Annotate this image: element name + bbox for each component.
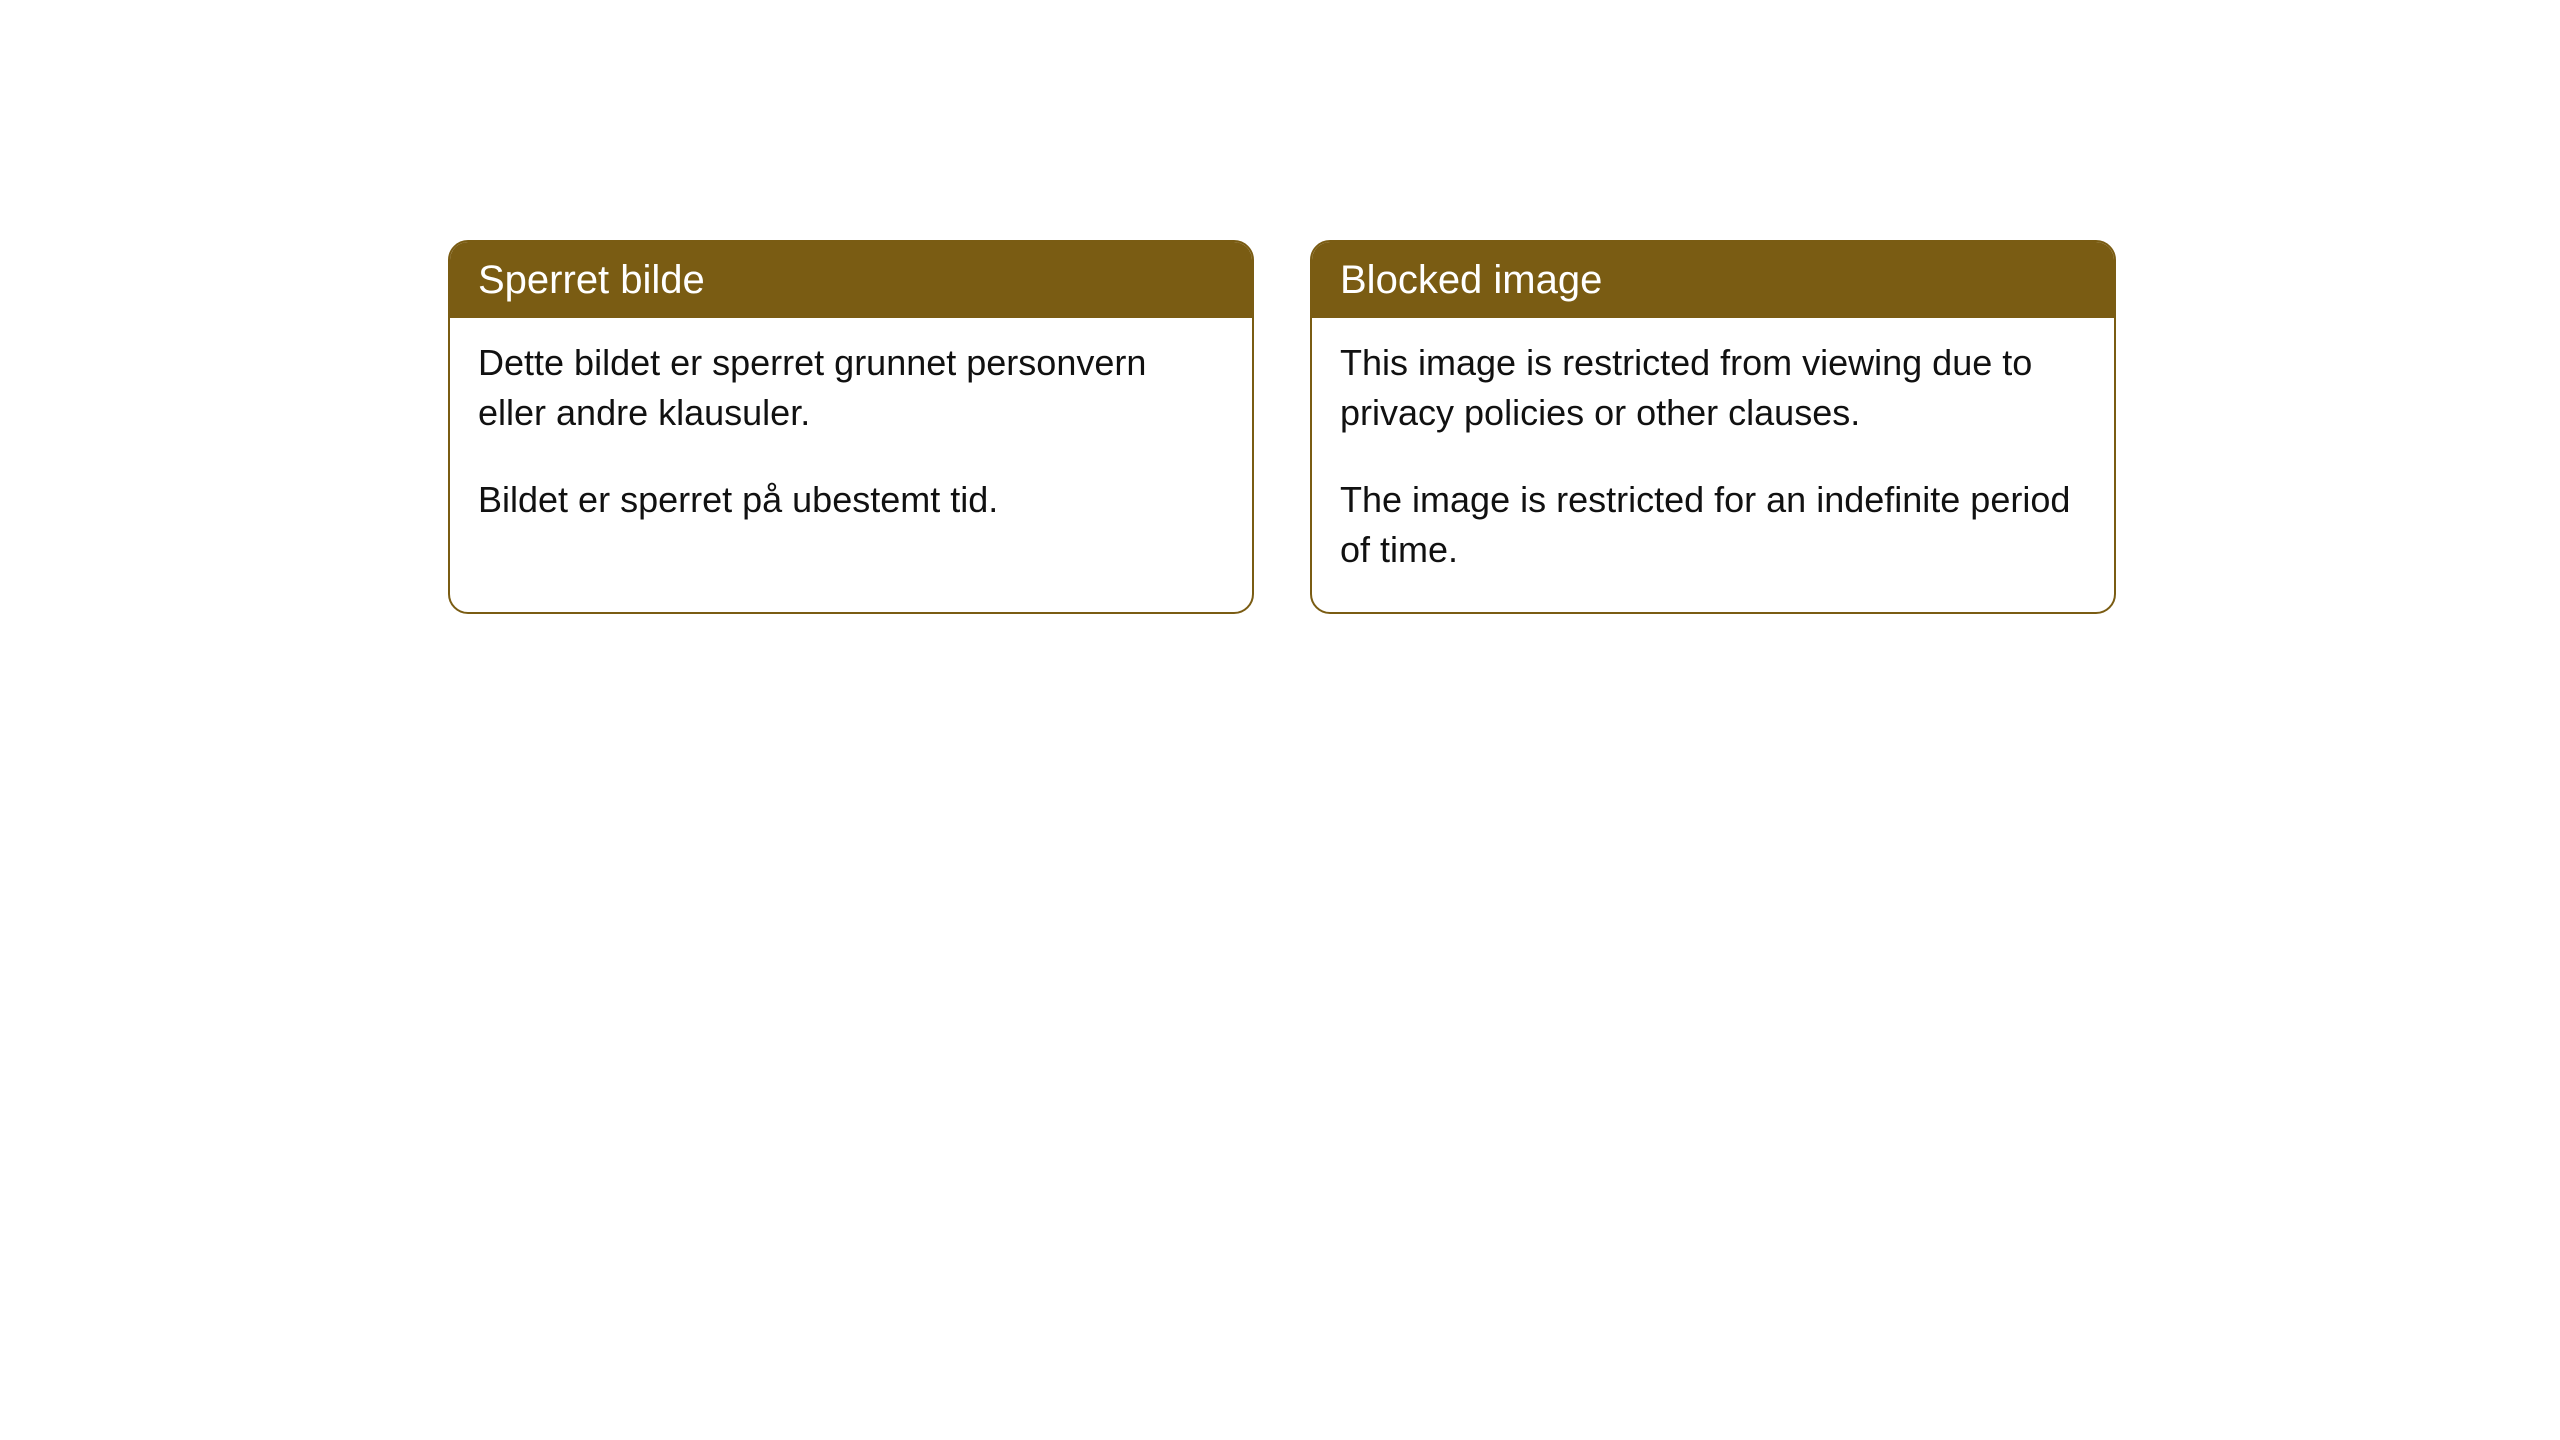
- card-body-no: Dette bildet er sperret grunnet personve…: [450, 318, 1252, 561]
- blocked-image-card-en: Blocked image This image is restricted f…: [1310, 240, 2116, 614]
- blocked-image-card-no: Sperret bilde Dette bildet er sperret gr…: [448, 240, 1254, 614]
- card-paragraph-1-no: Dette bildet er sperret grunnet personve…: [478, 338, 1224, 439]
- card-paragraph-1-en: This image is restricted from viewing du…: [1340, 338, 2086, 439]
- card-body-en: This image is restricted from viewing du…: [1312, 318, 2114, 612]
- card-title-no: Sperret bilde: [450, 242, 1252, 318]
- card-paragraph-2-en: The image is restricted for an indefinit…: [1340, 475, 2086, 576]
- notice-container: Sperret bilde Dette bildet er sperret gr…: [448, 240, 2116, 614]
- card-title-en: Blocked image: [1312, 242, 2114, 318]
- card-paragraph-2-no: Bildet er sperret på ubestemt tid.: [478, 475, 1224, 525]
